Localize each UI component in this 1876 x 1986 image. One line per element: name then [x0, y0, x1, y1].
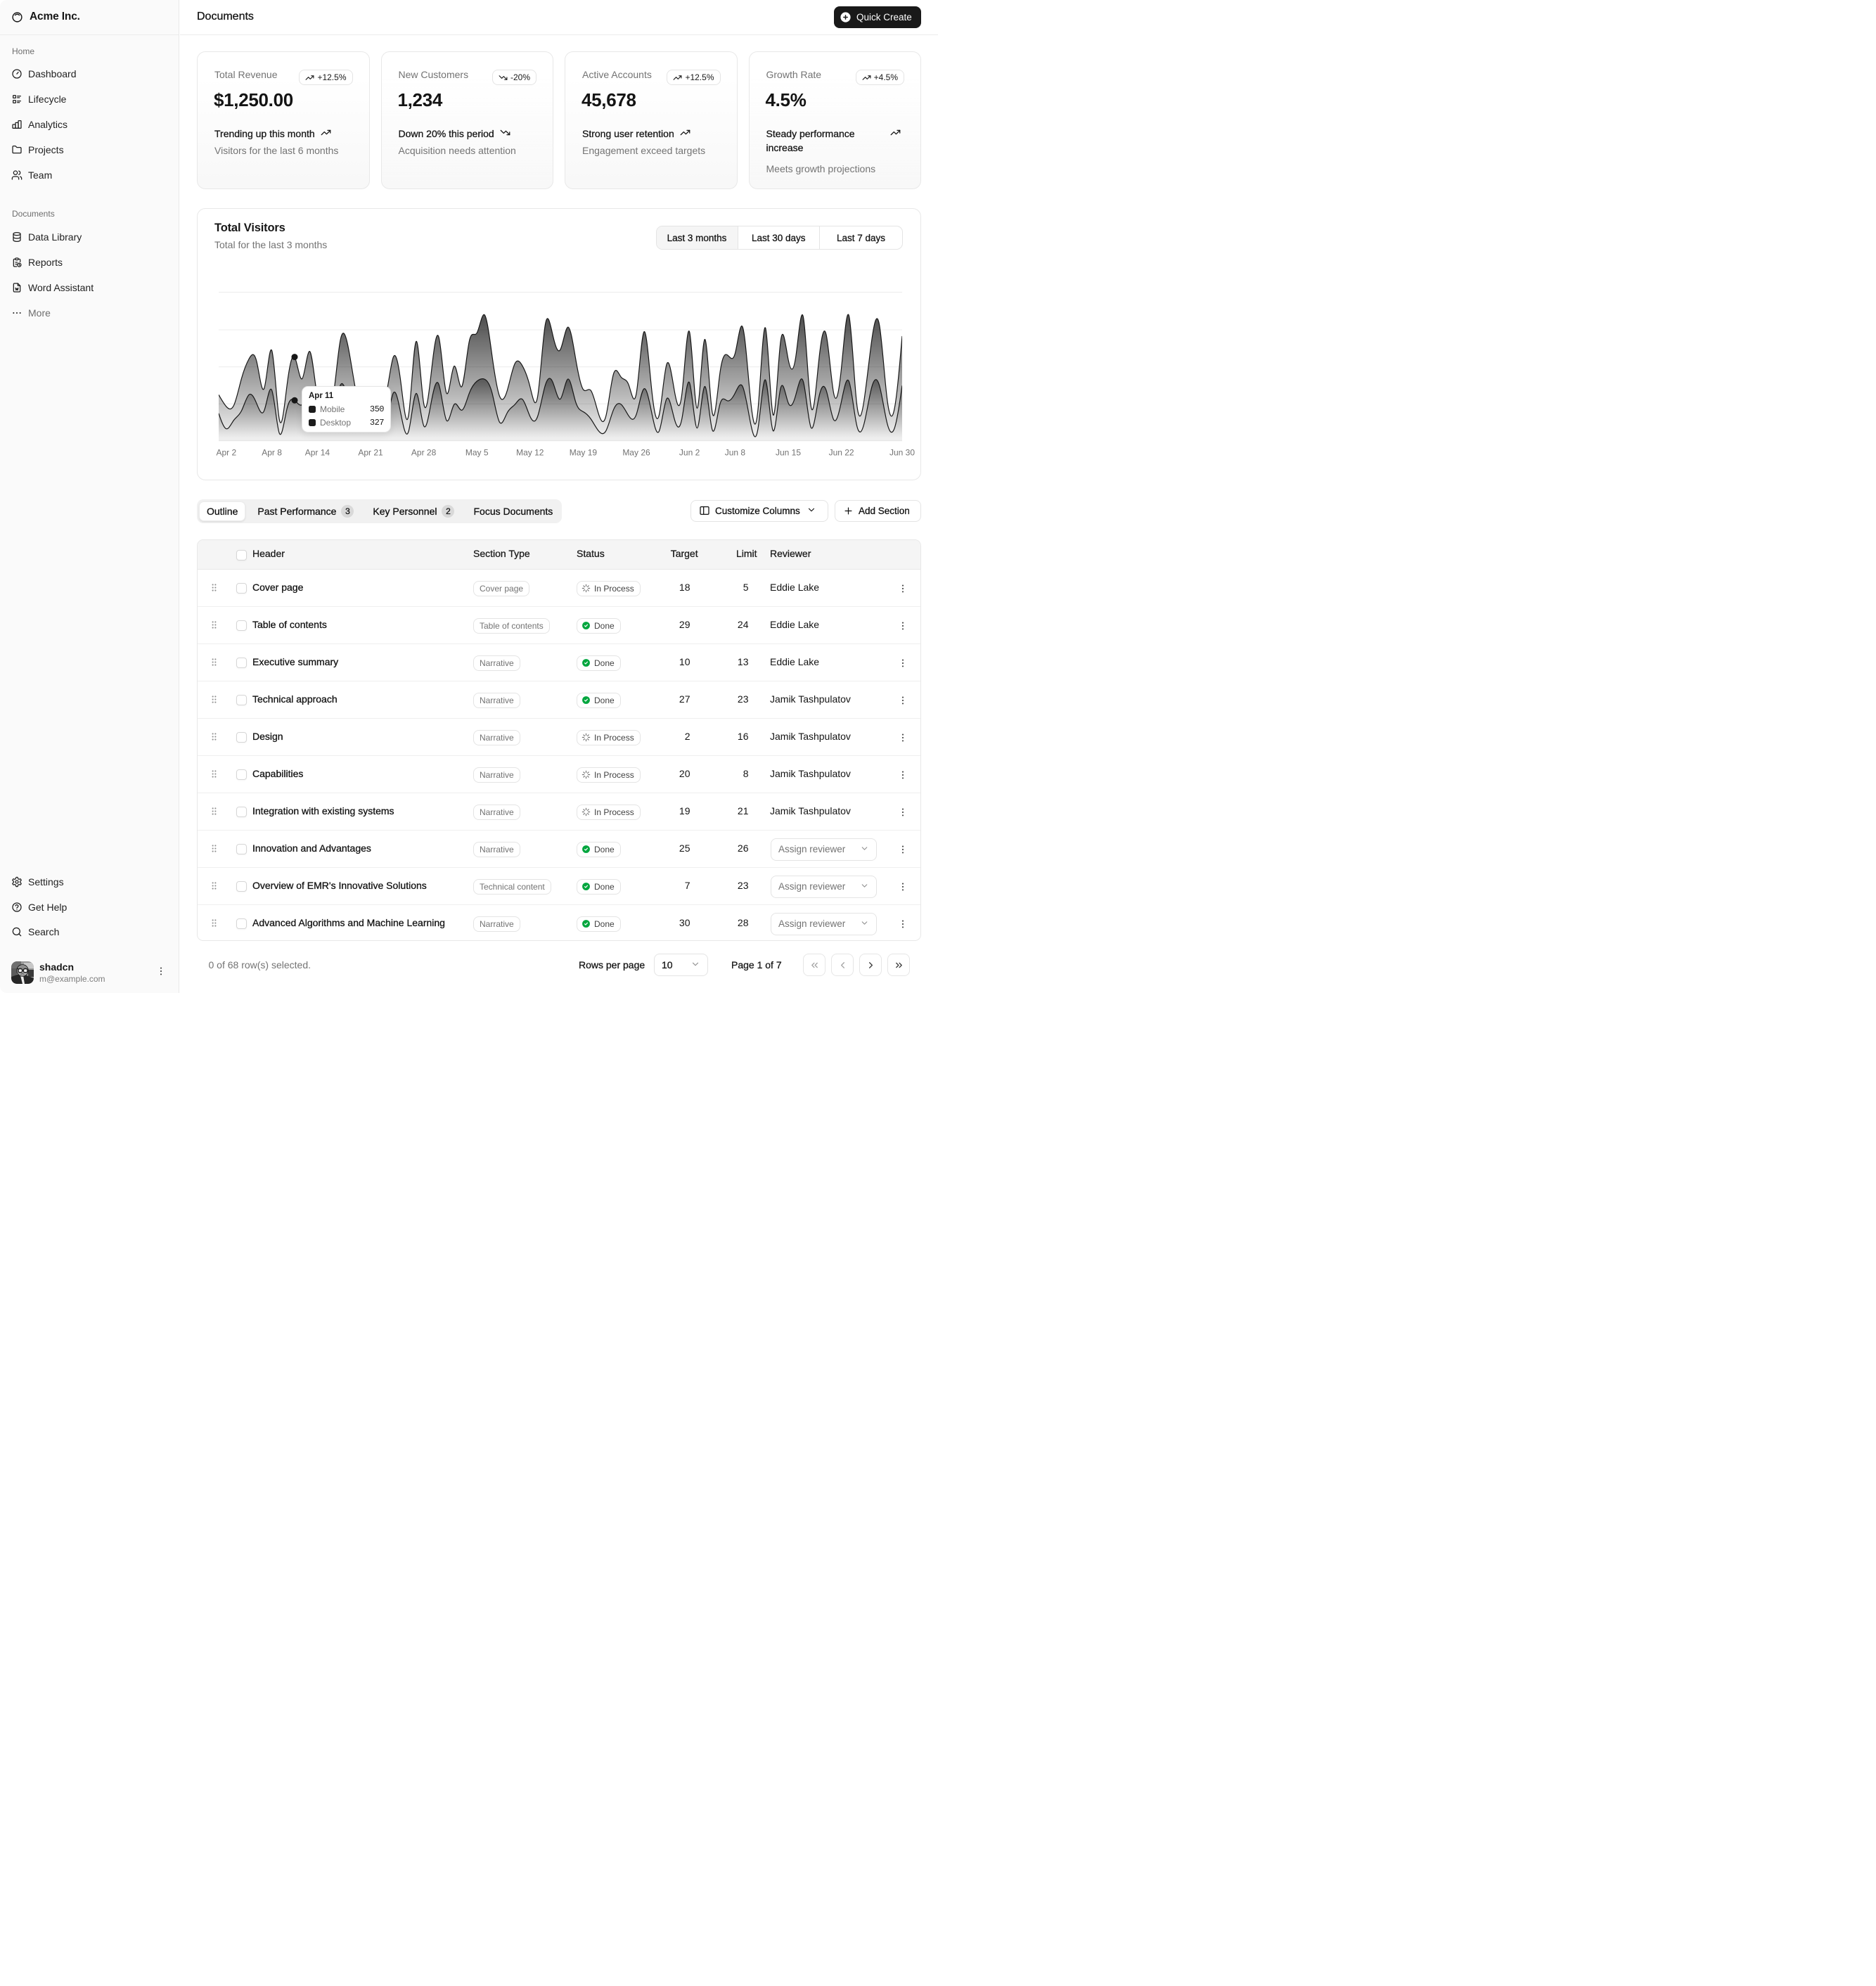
svg-text:Apr 28: Apr 28 — [411, 448, 437, 458]
svg-text:Apr 8: Apr 8 — [262, 448, 282, 458]
svg-text:Apr 14: Apr 14 — [305, 448, 330, 458]
svg-text:May 5: May 5 — [465, 448, 489, 458]
svg-text:Jun 2: Jun 2 — [679, 448, 700, 458]
svg-text:May 12: May 12 — [516, 448, 544, 458]
svg-text:May 19: May 19 — [570, 448, 598, 458]
svg-text:Jun 22: Jun 22 — [829, 448, 854, 458]
svg-text:Jun 15: Jun 15 — [776, 448, 801, 458]
svg-text:Apr 2: Apr 2 — [216, 448, 236, 458]
svg-text:Jun 30: Jun 30 — [889, 448, 915, 458]
svg-text:May 26: May 26 — [622, 448, 650, 458]
svg-text:Jun 8: Jun 8 — [725, 448, 746, 458]
svg-text:Apr 21: Apr 21 — [358, 448, 383, 458]
